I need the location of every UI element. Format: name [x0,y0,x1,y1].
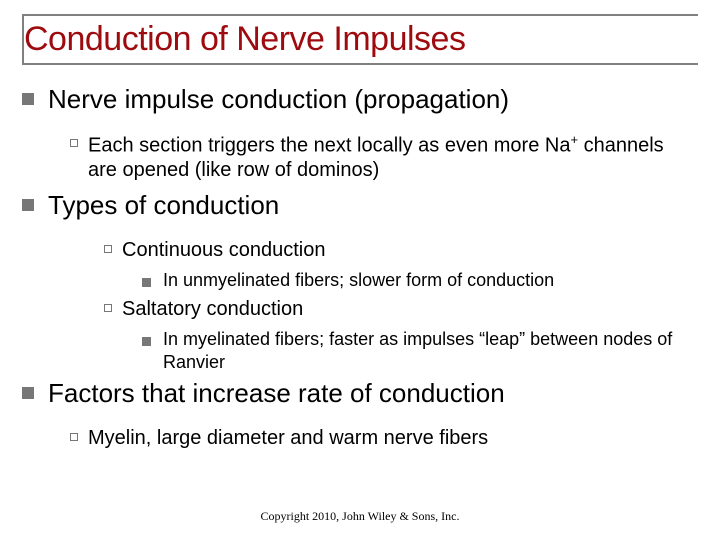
hollow-square-bullet-icon [70,139,78,147]
square-bullet-icon [142,337,151,346]
hollow-square-bullet-icon [70,433,78,441]
slide: Conduction of Nerve Impulses Nerve impul… [0,0,720,540]
square-bullet-icon [22,387,34,399]
bullet-lvl2: Myelin, large diameter and warm nerve fi… [70,426,698,451]
bullet-text: Nerve impulse conduction (propagation) [48,83,509,116]
bullet-lvl2: Saltatory conduction [104,297,698,322]
bullet-lvl3: In myelinated fibers; faster as impulses… [142,328,698,373]
square-bullet-icon [22,93,34,105]
bullet-lvl2: Each section triggers the next locally a… [70,132,698,184]
bullet-text: In unmyelinated fibers; slower form of c… [163,269,554,292]
copyright-footer: Copyright 2010, John Wiley & Sons, Inc. [0,509,720,524]
bullet-text: Continuous conduction [122,238,325,263]
bullet-lvl1: Factors that increase rate of conduction [22,377,698,410]
bullet-text: Factors that increase rate of conduction [48,377,505,410]
bullet-text: Each section triggers the next locally a… [88,132,698,184]
bullet-lvl3: In unmyelinated fibers; slower form of c… [142,269,698,292]
slide-title: Conduction of Nerve Impulses [24,20,698,59]
title-rule: Conduction of Nerve Impulses [22,14,698,65]
hollow-square-bullet-icon [104,304,112,312]
bullet-lvl2: Continuous conduction [104,238,698,263]
square-bullet-icon [22,199,34,211]
bullet-text: In myelinated fibers; faster as impulses… [163,328,698,373]
title-inner: Conduction of Nerve Impulses [24,14,698,59]
square-bullet-icon [142,278,151,287]
bullet-lvl1: Types of conduction [22,189,698,222]
hollow-square-bullet-icon [104,245,112,253]
bullet-text: Myelin, large diameter and warm nerve fi… [88,426,488,451]
bullet-text: Saltatory conduction [122,297,303,322]
bullet-lvl1: Nerve impulse conduction (propagation) [22,83,698,116]
bullet-text: Types of conduction [48,189,279,222]
